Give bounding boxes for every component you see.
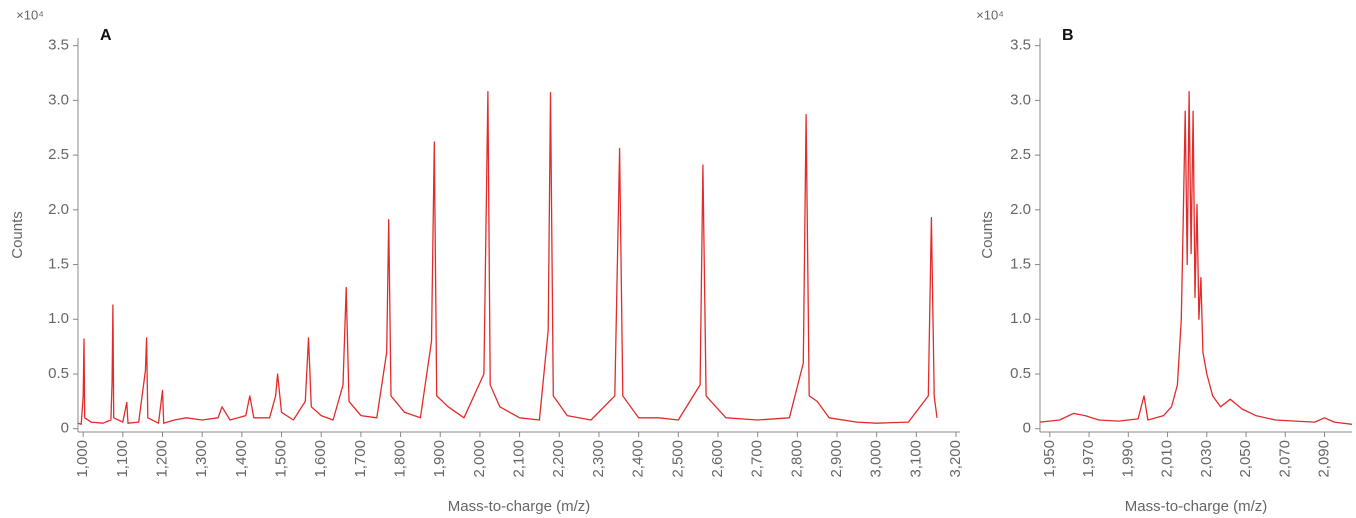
- y-tick-label: 3.5: [1010, 37, 1031, 54]
- y-tick-label: 1.0: [48, 310, 69, 327]
- x-axis-label: Mass-to-charge (m/z): [1125, 498, 1268, 515]
- x-tick-label: 3,100: [907, 440, 924, 478]
- x-tick-label: 1,950: [1041, 440, 1058, 478]
- y-multiplier: ×10⁴: [976, 7, 1004, 22]
- y-tick-label: 0.5: [48, 365, 69, 382]
- x-tick-label: 2,600: [709, 440, 726, 478]
- x-tick-label: 2,700: [749, 440, 766, 478]
- y-tick-label: 2.0: [1010, 201, 1031, 218]
- panel-label: B: [1062, 27, 1074, 44]
- x-tick-label: 2,070: [1276, 440, 1293, 478]
- y-axis-label: Counts: [9, 211, 26, 259]
- x-tick-label: 2,900: [828, 440, 845, 478]
- y-tick-label: 0: [1023, 420, 1031, 437]
- x-tick-label: 1,970: [1080, 440, 1097, 478]
- y-tick-label: 0: [61, 420, 69, 437]
- y-tick-label: 0.5: [1010, 365, 1031, 382]
- x-tick-label: 3,000: [868, 440, 885, 478]
- y-tick-label: 2.0: [48, 201, 69, 218]
- x-tick-label: 1,000: [74, 440, 91, 478]
- x-tick-label: 2,050: [1237, 440, 1254, 478]
- y-tick-label: 1.5: [48, 256, 69, 273]
- x-tick-label: 1,700: [352, 440, 369, 478]
- x-tick-label: 1,800: [392, 440, 409, 478]
- y-axis-label: Counts: [979, 211, 996, 259]
- x-tick-label: 1,900: [431, 440, 448, 478]
- x-tick-label: 2,500: [669, 440, 686, 478]
- x-tick-label: 3,200: [947, 440, 964, 478]
- x-tick-label: 2,100: [511, 440, 528, 478]
- x-tick-label: 1,990: [1119, 440, 1136, 478]
- x-tick-label: 1,400: [233, 440, 250, 478]
- x-tick-label: 1,300: [193, 440, 210, 478]
- y-tick-label: 1.5: [1010, 256, 1031, 273]
- spectrum-line: [77, 90, 938, 425]
- x-axis-label: Mass-to-charge (m/z): [448, 498, 591, 515]
- x-tick-label: 2,400: [630, 440, 647, 478]
- x-tick-label: 2,300: [590, 440, 607, 478]
- y-tick-label: 3.5: [48, 37, 69, 54]
- x-tick-label: 2,030: [1198, 440, 1215, 478]
- y-tick-label: 1.0: [1010, 310, 1031, 327]
- y-multiplier: ×10⁴: [16, 7, 44, 22]
- x-tick-label: 1,500: [273, 440, 290, 478]
- x-tick-label: 2,090: [1315, 440, 1332, 478]
- x-tick-label: 1,200: [153, 440, 170, 478]
- x-tick-label: 2,010: [1159, 440, 1176, 478]
- y-tick-label: 3.0: [48, 91, 69, 108]
- panel-label: A: [100, 27, 112, 44]
- x-tick-label: 1,100: [114, 440, 131, 478]
- spectrum-line: [1039, 90, 1353, 425]
- y-tick-label: 3.0: [1010, 91, 1031, 108]
- x-tick-label: 2,800: [788, 440, 805, 478]
- x-tick-label: 2,000: [471, 440, 488, 478]
- x-tick-label: 2,200: [550, 440, 567, 478]
- y-tick-label: 2.5: [1010, 146, 1031, 163]
- x-tick-label: 1,600: [312, 440, 329, 478]
- y-tick-label: 2.5: [48, 146, 69, 163]
